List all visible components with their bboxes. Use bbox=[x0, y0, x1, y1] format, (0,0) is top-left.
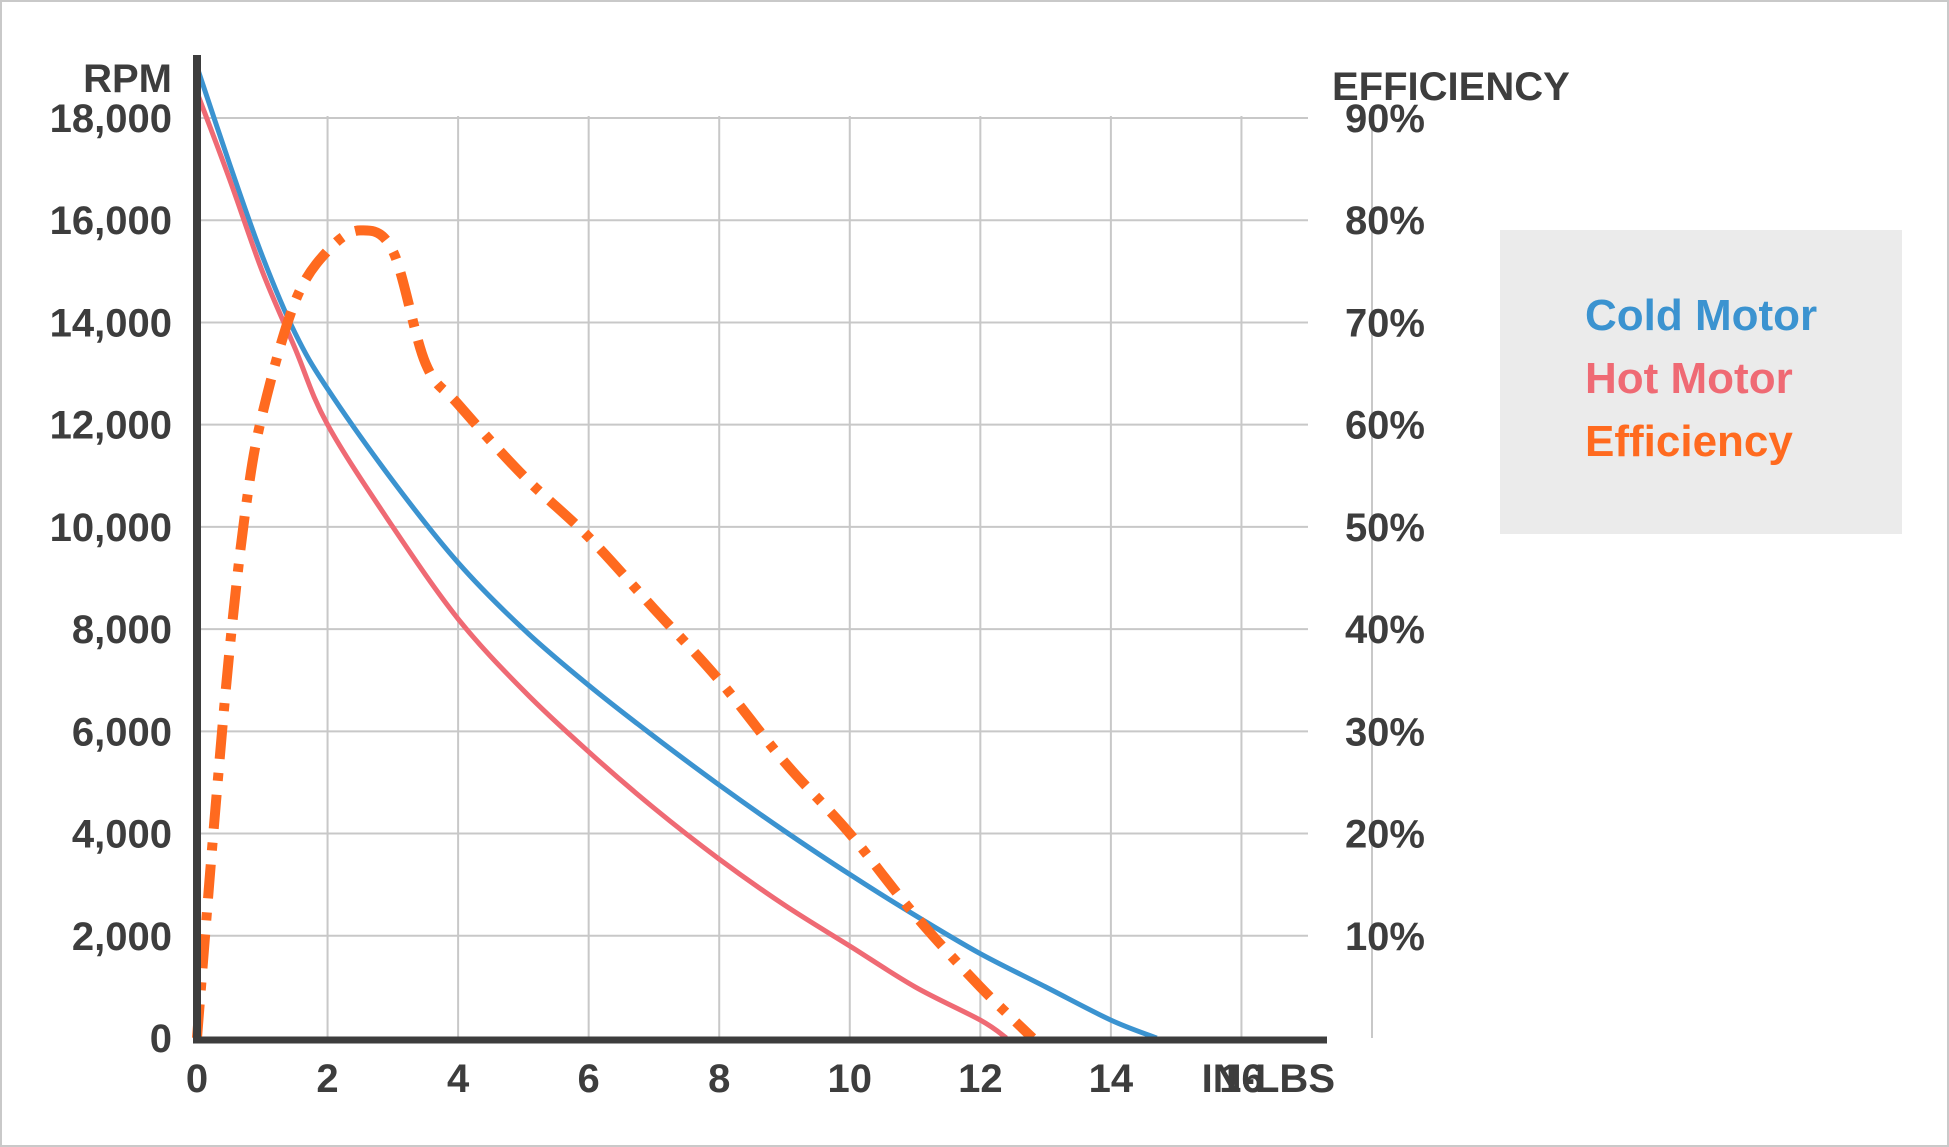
y-left-tick-label: 4,000 bbox=[72, 813, 172, 857]
y-right-tick-label: 10% bbox=[1345, 915, 1425, 959]
y-right-tick-label: 50% bbox=[1345, 506, 1425, 550]
y-right-tick-label: 60% bbox=[1345, 404, 1425, 448]
x-tick-label: 2 bbox=[316, 1057, 338, 1101]
y-left-tick-labels: 0 2,000 4,000 6,000 8,000 10,000 12,000 14,000 1… bbox=[50, 97, 172, 1061]
x-tick-label: 8 bbox=[708, 1057, 730, 1101]
y-left-tick-label: 8,000 bbox=[72, 608, 172, 652]
y-left-axis-title: RPM bbox=[83, 57, 172, 101]
x-tick-label: 4 bbox=[447, 1057, 470, 1101]
y-right-axis-title: EFFICIENCY bbox=[1332, 65, 1570, 109]
y-left-tick-label: 2,000 bbox=[72, 915, 172, 959]
x-tick-label: 14 bbox=[1089, 1057, 1134, 1101]
y-right-tick-label: 20% bbox=[1345, 813, 1425, 857]
series-line-cold-motor bbox=[194, 66, 1158, 1041]
x-tick-label: 6 bbox=[578, 1057, 600, 1101]
y-left-tick-label: 12,000 bbox=[50, 404, 172, 448]
x-tick-label: 10 bbox=[828, 1057, 873, 1101]
y-left-tick-label: 16,000 bbox=[50, 199, 172, 243]
legend-box bbox=[1500, 230, 1902, 534]
legend-label-cold-motor: Cold Motor bbox=[1585, 291, 1817, 340]
y-left-tick-label: 18,000 bbox=[50, 97, 172, 141]
y-right-tick-labels: 10% 20% 30% 40% 50% 60% 70% 80% 90% bbox=[1345, 97, 1425, 959]
y-right-tick-label: 80% bbox=[1345, 199, 1425, 243]
y-left-tick-label: 0 bbox=[150, 1017, 172, 1061]
y-right-tick-label: 70% bbox=[1345, 301, 1425, 345]
y-left-tick-label: 14,000 bbox=[50, 301, 172, 345]
x-tick-label: 16 bbox=[1219, 1057, 1264, 1101]
legend-label-efficiency: Efficiency bbox=[1585, 417, 1793, 466]
y-right-tick-label: 40% bbox=[1345, 608, 1425, 652]
y-right-tick-label: 90% bbox=[1345, 97, 1425, 141]
y-right-tick-label: 30% bbox=[1345, 710, 1425, 754]
series-line-efficiency bbox=[192, 225, 1037, 1042]
series-layer bbox=[192, 66, 1158, 1042]
axes bbox=[193, 55, 1327, 1044]
x-tick-label: 0 bbox=[186, 1057, 208, 1101]
y-left-tick-label: 6,000 bbox=[72, 710, 172, 754]
legend-label-hot-motor: Hot Motor bbox=[1585, 354, 1793, 403]
legend: Cold Motor Hot Motor Efficiency bbox=[1500, 230, 1902, 534]
x-tick-labels: 0 2 4 6 8 10 12 14 16 bbox=[186, 1057, 1264, 1101]
y-left-tick-label: 10,000 bbox=[50, 506, 172, 550]
grid bbox=[197, 116, 1373, 1038]
x-axis-title: IN-LBS bbox=[1202, 1057, 1335, 1101]
x-tick-label: 12 bbox=[958, 1057, 1003, 1101]
series-line-hot-motor bbox=[194, 91, 1008, 1041]
